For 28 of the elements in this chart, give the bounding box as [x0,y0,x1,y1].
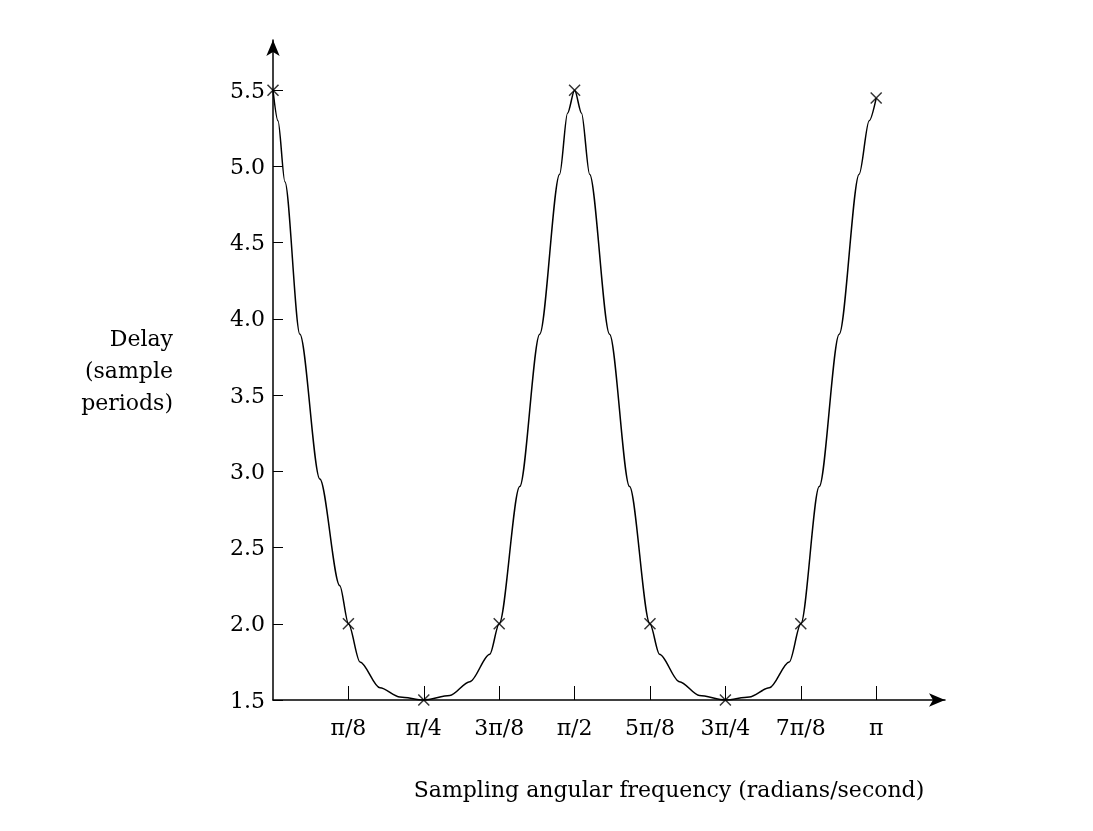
point [342,617,355,631]
x-tick-label: 3π/8 [474,714,525,740]
x-axis-title: Sampling angular frequency (radians/second) [413,776,925,802]
x-tick-label: 5π/8 [625,714,675,740]
y-tick-label: 5.0 [230,154,265,180]
point [417,693,431,707]
y-tick-label: 4.5 [230,230,265,256]
point [719,693,732,707]
y-tick-label: 3.5 [230,382,265,408]
point [869,91,883,105]
x-tick-label: π/4 [405,714,442,740]
y-tick-label: 3.0 [230,458,265,484]
point [643,617,657,631]
y-tick-label: 1.5 [230,687,265,713]
y-tick-label: 2.5 [230,535,265,561]
y-tick-label: 5.5 [230,77,265,103]
point [568,84,581,97]
y-tick-label: 2.0 [230,611,265,637]
x-tick-label: π [868,714,884,740]
point [794,617,808,631]
y-tick-label: 4.0 [230,306,265,332]
x-tick-label: π/8 [330,714,367,740]
point [492,617,506,631]
x-tick-label: 7π/8 [775,714,826,740]
y-axis-title: Delay (sample periods) [81,325,174,415]
x-tick-label: 3π/4 [700,714,751,740]
x-tick-label: π/2 [556,714,593,740]
point [266,84,280,97]
